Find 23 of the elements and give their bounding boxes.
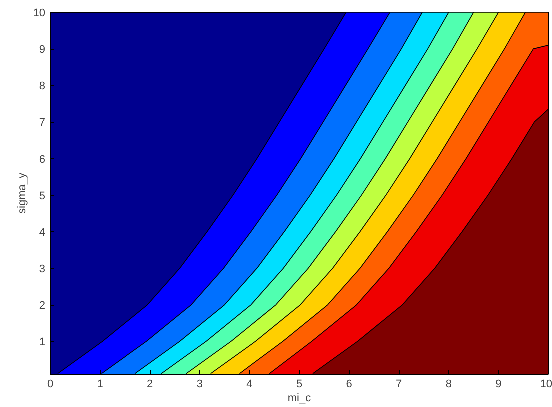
x-tick-label: 6 xyxy=(346,378,352,390)
x-tick-label: 4 xyxy=(246,378,253,390)
y-tick-label: 9 xyxy=(39,44,46,56)
x-tick-label: 10 xyxy=(540,378,552,390)
y-tick-label: 3 xyxy=(39,263,46,276)
x-tick-label: 9 xyxy=(496,378,502,390)
x-tick-label: 0 xyxy=(47,378,54,390)
x-axis-title: mi_c xyxy=(288,392,312,404)
x-tick-label: 7 xyxy=(396,378,402,390)
x-tick-label: 2 xyxy=(147,378,154,390)
x-tick-label: 8 xyxy=(446,378,452,390)
y-tick-label: 5 xyxy=(39,190,46,202)
y-tick-label: 8 xyxy=(39,80,46,93)
y-tick-label: 4 xyxy=(39,226,46,239)
y-tick-label: 6 xyxy=(39,154,46,166)
y-tick-label: 2 xyxy=(39,300,46,312)
y-tick-label: 7 xyxy=(39,117,46,130)
x-tick-label: 1 xyxy=(97,378,104,390)
y-axis-title: sigma_y xyxy=(16,172,28,214)
x-tick-label: 5 xyxy=(296,378,303,390)
x-tick-label: 3 xyxy=(196,378,203,390)
y-tick-label: 1 xyxy=(39,336,46,349)
y-tick-label: 10 xyxy=(33,8,46,20)
